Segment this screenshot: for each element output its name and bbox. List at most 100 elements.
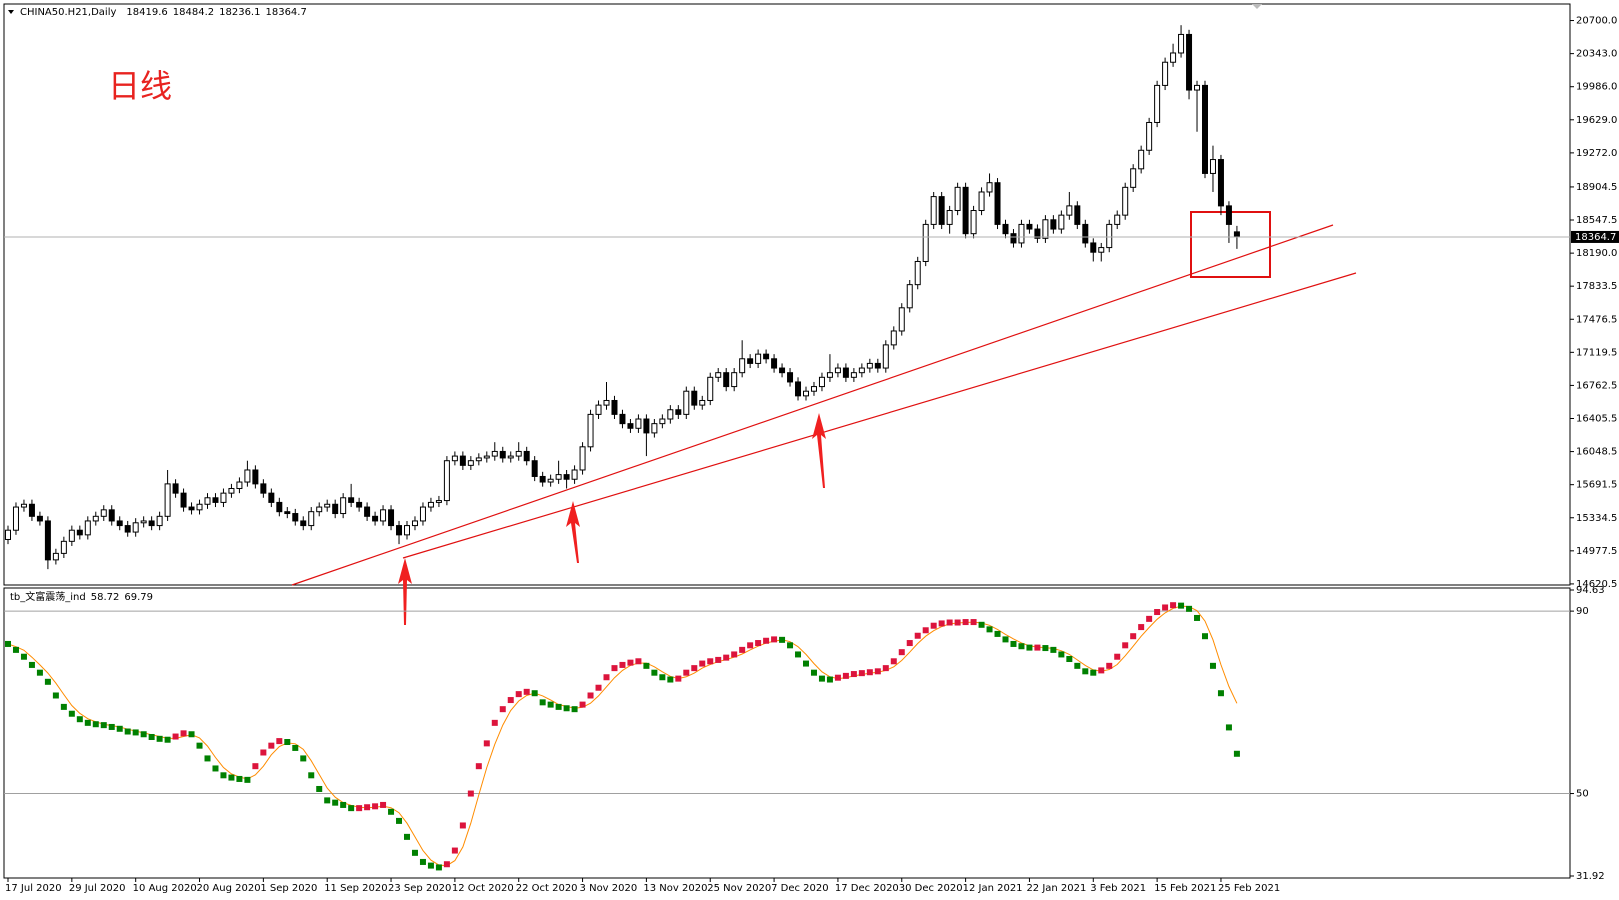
indicator-dot (507, 697, 514, 704)
candle-body (914, 260, 921, 286)
menu-triangle[interactable] (8, 10, 14, 14)
indicator-dot (1162, 604, 1169, 611)
candle-body (451, 455, 458, 462)
candle-body (890, 330, 897, 346)
candle-body (683, 390, 690, 415)
y-tick-label: 19629.0 (1576, 115, 1617, 126)
candles (5, 25, 1240, 570)
indicator-dot (1074, 662, 1081, 669)
candle-body (898, 307, 905, 332)
indicator-dot (380, 801, 387, 808)
indicator-dot (1209, 662, 1216, 669)
indicator-dot (396, 817, 403, 824)
indicator-dot (1002, 636, 1009, 643)
indicator-dot (858, 670, 865, 677)
indicator-dot (795, 651, 802, 658)
indicator-dot (667, 676, 674, 683)
candle-body (994, 182, 1001, 225)
indicator-dot (76, 716, 83, 723)
candle-body (212, 497, 219, 503)
indicator-dot (635, 658, 642, 665)
indicator-dot (1217, 690, 1224, 697)
indicator-dot (930, 622, 937, 629)
indicator-dot (316, 785, 323, 792)
indicator-dot (707, 658, 714, 665)
indicator-dot (180, 730, 187, 737)
y-tick-label: 94.63 (1576, 585, 1605, 596)
candle-body (874, 362, 881, 369)
candle-body (372, 515, 379, 522)
trendline (402, 272, 1357, 559)
indicator-dot (164, 736, 171, 743)
candle-body (611, 399, 618, 415)
candle-body (826, 372, 833, 378)
indicator-dot (555, 703, 562, 710)
candle-body (1202, 84, 1208, 174)
candle-body (1018, 223, 1025, 244)
candle-body (172, 483, 179, 494)
y-tick-label: 16762.5 (1576, 380, 1617, 391)
x-tick-label: 3 Feb 2021 (1090, 883, 1146, 894)
candle-body (124, 525, 131, 533)
candle-body (60, 540, 67, 554)
indicator-dot (755, 640, 762, 647)
indicator-dot (1106, 662, 1113, 669)
indicator-dot (156, 735, 163, 742)
indicator-dot (850, 671, 857, 678)
candle-body (1106, 223, 1113, 249)
indicator-dot (826, 676, 833, 683)
candle-body (779, 367, 786, 374)
y-tick-label: 17476.5 (1576, 314, 1617, 325)
candle-body (842, 367, 849, 378)
candle-body (882, 344, 889, 369)
y-tick-label: 14620.5 (1576, 579, 1617, 590)
candle-body (795, 381, 802, 397)
candle-body (292, 513, 299, 522)
indicator-label: tb_文富震荡_ind 58.72 69.79 (10, 590, 153, 603)
x-tick-label: 7 Dec 2020 (771, 883, 829, 894)
candle-body (316, 506, 323, 513)
candle-body (100, 509, 107, 517)
candle-body (850, 372, 857, 378)
candle-body (1194, 84, 1201, 91)
indicator-dot (523, 688, 530, 695)
indicator-dot (914, 632, 921, 639)
indicator-dot (451, 847, 458, 854)
candle-body (1178, 33, 1185, 54)
candle-body (52, 552, 59, 561)
header-value: 18484.2 (173, 7, 214, 18)
indicator-dot (388, 808, 395, 815)
candle-body (236, 481, 243, 490)
x-tick-label: 25 Nov 2020 (707, 883, 771, 894)
indicator-dot (842, 672, 849, 679)
candle-body (1002, 223, 1009, 235)
indicator-dot (1066, 656, 1073, 663)
indicator-dot (1114, 653, 1121, 660)
x-tick-label: 12 Oct 2020 (452, 883, 514, 894)
candle-body (1090, 242, 1097, 253)
indicator-dot (579, 701, 586, 708)
indicator-dot (44, 678, 51, 685)
indicator-value: 58.72 (91, 592, 120, 603)
candle-body (1170, 52, 1177, 63)
indicator-dot (148, 733, 155, 740)
indicator-name: tb_文富震荡_ind (10, 590, 86, 603)
indicator-dot (1098, 667, 1105, 674)
candle-body (467, 460, 474, 466)
candle-body (340, 497, 347, 515)
price-panel (3, 3, 1571, 586)
y-tick-label: 18547.5 (1576, 215, 1617, 226)
candle-body (1154, 84, 1161, 123)
candle-body (763, 353, 770, 360)
x-tick-label: 25 Feb 2021 (1218, 883, 1280, 894)
x-tick-label: 22 Oct 2020 (516, 883, 578, 894)
indicator-dot (1090, 669, 1097, 676)
indicator-dot (356, 805, 363, 812)
candle-body (970, 210, 977, 235)
indicator-dot (499, 706, 506, 713)
x-tick-label: 30 Dec 2020 (899, 883, 963, 894)
indicator-dot (627, 659, 634, 666)
indicator-dot (244, 776, 251, 783)
candle-body (435, 500, 442, 503)
y-tick-label: 18190.0 (1576, 248, 1617, 259)
